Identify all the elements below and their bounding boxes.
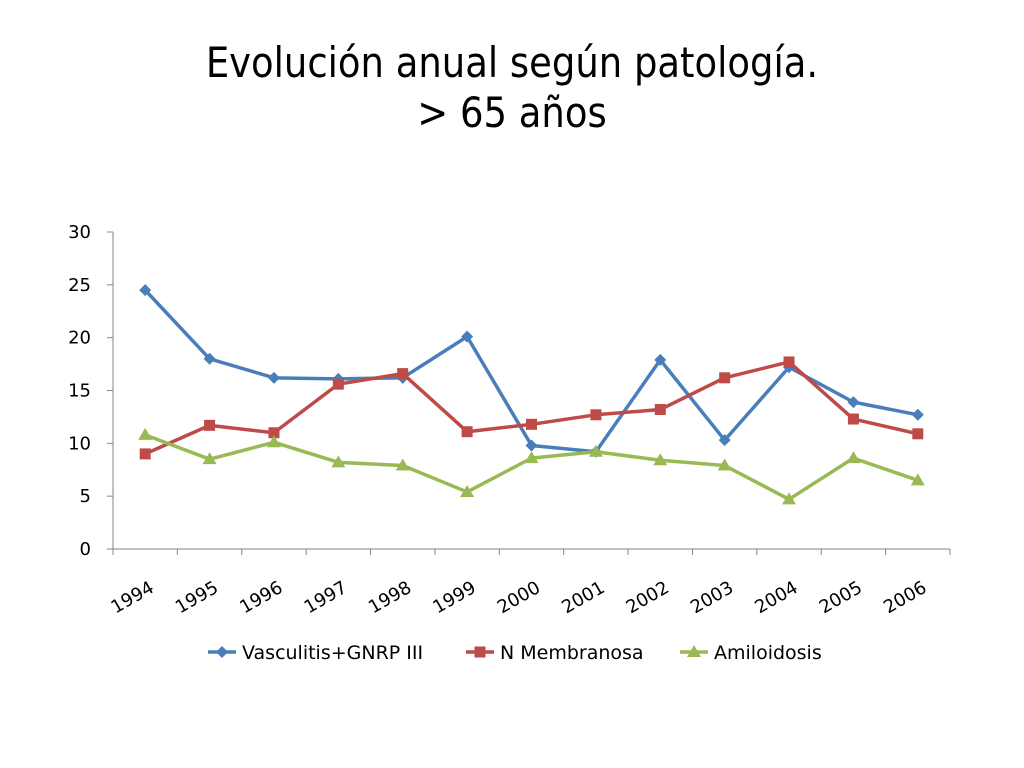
series-2-point [332, 378, 344, 390]
x-tick-label: 1997 [301, 577, 351, 618]
chart-title: Evolución anual según patología. > 65 añ… [61, 38, 962, 138]
legend-marker-3 [687, 645, 701, 657]
x-tick-label: 2002 [623, 577, 673, 618]
title-line-1: Evolución anual según patología. [205, 38, 819, 87]
x-tick-label: 1999 [429, 577, 479, 618]
x-tick-label: 1996 [236, 577, 286, 618]
series-2-point [719, 372, 731, 384]
series-3-point [653, 453, 668, 466]
series-2-point [526, 418, 537, 430]
series-3-point [460, 484, 475, 497]
legend-marker-1 [216, 646, 228, 658]
series-1-point [911, 408, 924, 421]
series-1-point [654, 353, 667, 366]
x-tick-label: 2005 [816, 577, 866, 618]
series-2-point [461, 426, 473, 438]
x-tick-label: 1995 [172, 577, 222, 618]
series-1-point [847, 396, 860, 409]
x-tick-label: 2004 [751, 577, 801, 618]
series-3-point [846, 451, 861, 464]
y-tick-label: 0 [80, 539, 91, 560]
series-3-point [331, 455, 346, 468]
series-1-point [525, 439, 538, 452]
title-line-2: > 65 años [417, 88, 607, 137]
series-2-point [783, 356, 795, 368]
series-1-point [203, 352, 216, 365]
series-3-point [266, 435, 281, 448]
x-tick-label: 1998 [365, 577, 415, 618]
legend-label-1: Vasculitis+GNRP III [242, 642, 423, 664]
x-tick-label: 2000 [494, 577, 544, 618]
x-tick-label: 1994 [108, 577, 158, 618]
x-tick-label: 2003 [687, 577, 737, 618]
series-3-point [395, 458, 410, 471]
series-2-point [139, 448, 151, 460]
series-2-point [590, 409, 602, 421]
series-3-point [910, 473, 925, 486]
y-tick-label: 25 [68, 275, 91, 296]
y-tick-label: 15 [68, 381, 91, 402]
legend-label-2: N Membranosa [500, 642, 644, 664]
series-3-point [717, 458, 732, 471]
y-tick-label: 30 [68, 222, 91, 243]
series-3-point [524, 451, 539, 464]
series-2-point [204, 419, 216, 431]
series-1-point [718, 434, 731, 447]
series-3-point [588, 444, 603, 457]
series-3-point [782, 492, 797, 505]
series-2-point [268, 427, 280, 439]
series-1-point [267, 371, 280, 384]
x-tick-label: 2006 [880, 577, 930, 618]
series-2-point [397, 368, 409, 380]
y-tick-label: 10 [68, 433, 91, 454]
series-2-point [654, 404, 666, 416]
series-2-point [847, 413, 859, 425]
y-tick-label: 5 [80, 486, 91, 507]
series-3-point [202, 452, 217, 465]
series-3-point [138, 427, 153, 440]
series-2-point [912, 428, 924, 440]
x-tick-label: 2001 [558, 577, 608, 618]
legend-marker-2 [474, 646, 486, 658]
series-1-point [139, 284, 152, 297]
y-tick-label: 20 [68, 328, 91, 349]
legend-label-3: Amiloidosis [714, 642, 822, 664]
series-1-point [461, 330, 474, 343]
